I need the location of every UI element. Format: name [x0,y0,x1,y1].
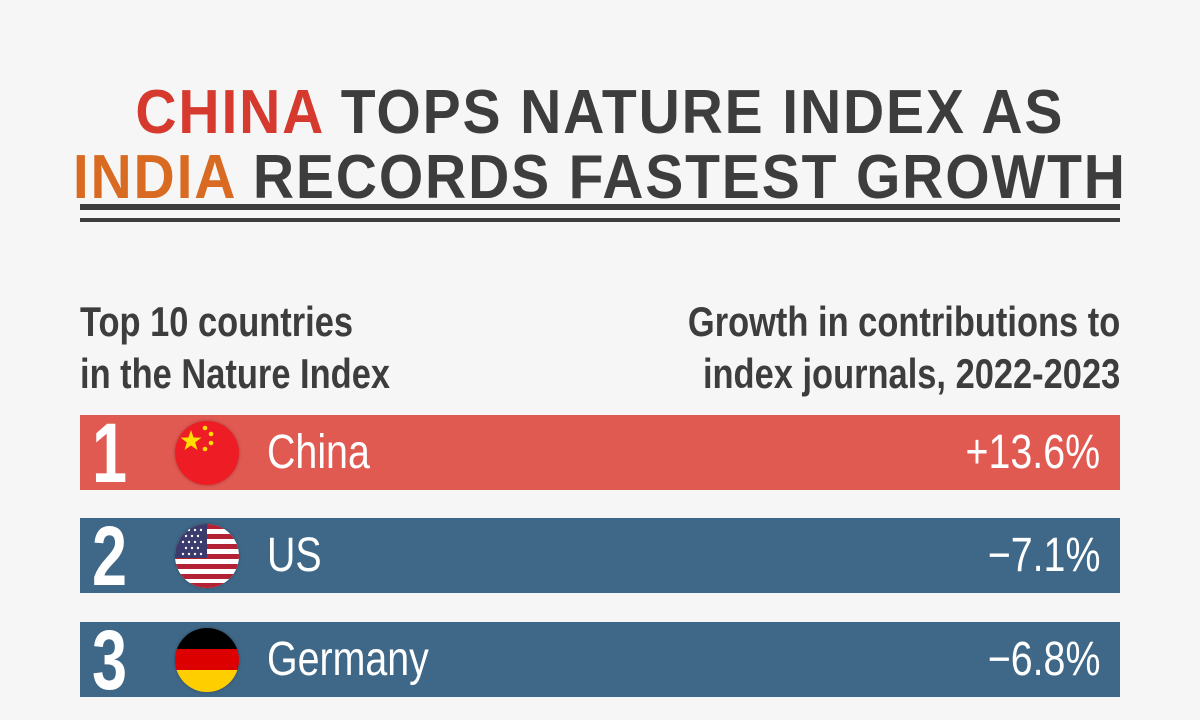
divider-thin [80,218,1120,222]
title-highlight-india: INDIA [73,143,236,212]
rank-number: 3 [92,613,128,707]
title-text-1: TOPS NATURE INDEX AS [323,78,1065,147]
title-line-2: INDIA RECORDS FASTEST GROWTH [0,147,1200,209]
subheading-line: in the Nature Index [80,350,391,397]
subheading-growth: Growth in contributions to index journal… [688,296,1120,400]
growth-value: −7.1% [987,529,1100,582]
subheading-line: Growth in contributions to [687,298,1120,345]
growth-value: +13.6% [965,426,1100,479]
table-row-china: 1 China +13.6% [80,411,1120,495]
subheading-rankings: Top 10 countries in the Nature Index [80,296,390,400]
table-row-us: 2 US −7.1% [80,514,1120,598]
germany-flag-icon [175,628,239,692]
subheading-line: Top 10 countries [80,298,354,345]
country-name: Germany [267,633,429,686]
title-text-2: RECORDS FASTEST GROWTH [235,143,1127,212]
divider-thick [80,204,1120,210]
table-row-germany: 3 Germany −6.8% [80,618,1120,702]
title-line-1: CHINA TOPS NATURE INDEX AS [0,82,1200,144]
country-name: US [267,529,322,582]
china-flag-icon [175,421,239,485]
rank-number: 1 [92,406,128,500]
rank-number: 2 [92,509,128,603]
subheading-line: index journals, 2022-2023 [702,350,1120,397]
country-name: China [267,426,370,479]
us-flag-icon [175,524,239,588]
growth-value: −6.8% [987,633,1100,686]
title-highlight-china: CHINA [135,78,324,147]
